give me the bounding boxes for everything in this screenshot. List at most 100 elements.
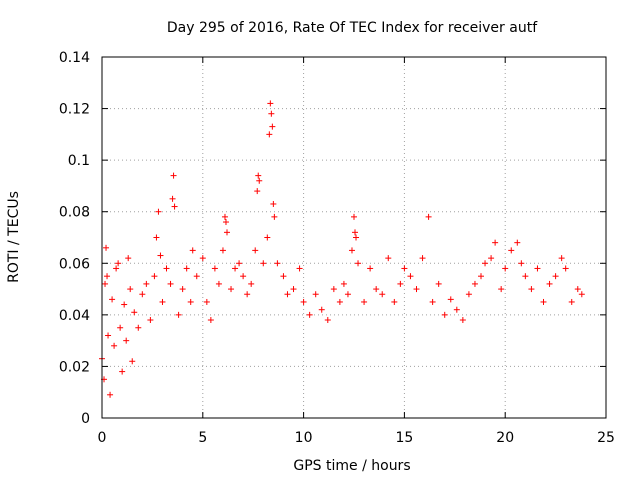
data-point — [391, 298, 398, 305]
data-point — [546, 280, 553, 287]
x-tick-label: 5 — [198, 430, 207, 446]
data-point — [552, 273, 559, 280]
data-point — [492, 239, 499, 246]
data-point — [367, 265, 374, 272]
data-point — [425, 213, 432, 220]
data-point — [373, 286, 380, 293]
y-tick-label: 0.08 — [59, 205, 90, 221]
x-tick-label: 20 — [496, 430, 514, 446]
y-axis-label: ROTI / TECUs — [6, 191, 22, 283]
data-point — [121, 301, 128, 308]
data-point — [340, 280, 347, 287]
data-point — [171, 203, 178, 210]
data-point — [459, 317, 466, 324]
data-point — [344, 291, 351, 298]
data-point — [256, 177, 263, 184]
data-point — [508, 247, 515, 254]
y-tick-label: 0.04 — [59, 308, 90, 324]
data-point — [153, 234, 160, 241]
data-point — [163, 265, 170, 272]
data-point — [151, 273, 158, 280]
data-point — [170, 172, 177, 179]
data-point — [271, 213, 278, 220]
data-point — [435, 280, 442, 287]
data-point — [336, 298, 343, 305]
data-point — [264, 234, 271, 241]
data-point — [119, 368, 126, 375]
data-point — [401, 265, 408, 272]
data-point — [102, 280, 109, 287]
x-tick-label: 15 — [395, 430, 413, 446]
data-point — [407, 273, 414, 280]
data-point — [419, 255, 426, 262]
chart-title: Day 295 of 2016, Rate Of TEC Index for r… — [167, 20, 538, 36]
data-point — [228, 286, 235, 293]
y-tick-label: 0.06 — [59, 256, 90, 272]
data-point — [147, 317, 154, 324]
data-point — [252, 247, 259, 254]
data-points — [99, 100, 585, 398]
data-point — [528, 286, 535, 293]
data-point — [159, 298, 166, 305]
plot-frame — [101, 56, 607, 419]
data-point — [558, 255, 565, 262]
data-point — [143, 280, 150, 287]
data-point — [568, 298, 575, 305]
data-point — [518, 260, 525, 267]
grid-lines — [102, 57, 606, 418]
data-point — [465, 291, 472, 298]
data-point — [179, 286, 186, 293]
data-point — [447, 296, 454, 303]
data-point — [385, 255, 392, 262]
data-point — [522, 273, 529, 280]
data-point — [280, 273, 287, 280]
data-point — [193, 273, 200, 280]
data-point — [397, 280, 404, 287]
data-point — [125, 255, 132, 262]
data-point — [453, 306, 460, 313]
data-point — [155, 208, 162, 215]
data-point — [187, 298, 194, 305]
data-point — [111, 342, 118, 349]
data-point — [123, 337, 130, 344]
data-point — [379, 291, 386, 298]
data-point — [117, 324, 124, 331]
data-point — [199, 255, 206, 262]
data-point — [240, 273, 247, 280]
data-point — [578, 291, 585, 298]
data-point — [352, 229, 359, 236]
data-point — [135, 324, 142, 331]
data-point — [103, 244, 110, 251]
data-point — [574, 286, 581, 293]
x-tick-label: 10 — [295, 430, 313, 446]
data-point — [514, 239, 521, 246]
data-point — [268, 110, 275, 117]
data-point — [284, 291, 291, 298]
data-point — [105, 332, 112, 339]
y-tick-label: 0.12 — [59, 102, 90, 118]
data-point — [353, 234, 360, 241]
data-point — [266, 131, 273, 138]
data-point — [498, 286, 505, 293]
data-point — [300, 298, 307, 305]
data-point — [413, 286, 420, 293]
data-point — [429, 298, 436, 305]
data-point — [211, 265, 218, 272]
data-point — [361, 298, 368, 305]
data-point — [267, 100, 274, 107]
data-point — [167, 280, 174, 287]
data-point — [222, 219, 229, 226]
data-point — [219, 247, 226, 254]
y-tick-label: 0.14 — [59, 50, 90, 66]
data-point — [189, 247, 196, 254]
data-point — [324, 317, 331, 324]
data-point — [131, 309, 138, 316]
data-point — [274, 260, 281, 267]
axis-ticks: 0 5 10 15 20 25 0 0.02 0.04 0.06 0.08 0.1 0.12 0.14 — [59, 50, 615, 446]
data-point — [203, 298, 210, 305]
data-point — [221, 213, 228, 220]
data-point — [215, 280, 222, 287]
data-point — [129, 358, 136, 365]
data-point — [254, 188, 261, 195]
data-point — [223, 229, 230, 236]
